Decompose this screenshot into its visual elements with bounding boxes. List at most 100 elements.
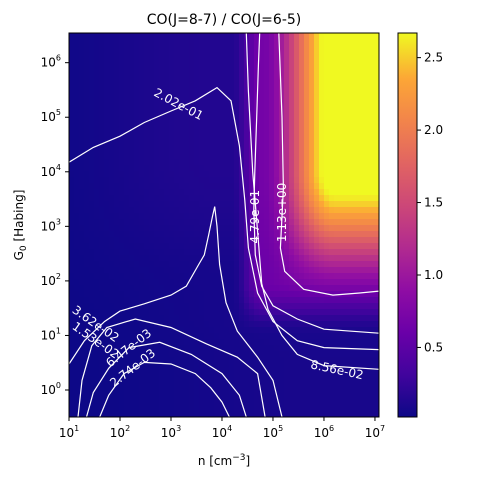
heatmap-cell [79,33,85,40]
heatmap-cell [144,33,150,40]
heatmap-cell [209,369,215,376]
heatmap-cell [199,273,205,280]
heatmap-cell [369,411,375,417]
heatmap-cell [159,153,165,160]
heatmap-cell [329,303,335,310]
heatmap-cell [314,201,320,208]
heatmap-cell [304,225,310,232]
heatmap-cell [349,255,355,262]
heatmap-cell [139,207,145,214]
heatmap-cell [284,381,290,388]
heatmap-cell [144,201,150,208]
heatmap-cell [109,135,115,142]
heatmap-cell [284,93,290,100]
heatmap-cell [149,327,155,334]
heatmap-cell [334,177,340,184]
heatmap-cell [219,309,225,316]
heatmap-cell [299,171,305,178]
heatmap-cell [119,375,125,382]
heatmap-cell [99,207,105,214]
heatmap-cell [199,141,205,148]
heatmap-cell [109,291,115,298]
heatmap-cell [324,123,330,130]
heatmap-cell [219,159,225,166]
heatmap-cell [89,123,95,130]
heatmap-cell [224,297,230,304]
heatmap-cell [304,219,310,226]
heatmap-cell [294,387,300,394]
heatmap-cell [79,333,85,340]
heatmap-cell [209,357,215,364]
heatmap-cell [274,369,280,376]
heatmap-cell [204,321,210,328]
heatmap-cell [149,315,155,322]
heatmap-cell [114,105,120,112]
heatmap-cell [224,123,230,130]
heatmap-cell [309,279,315,286]
heatmap-cell [114,285,120,292]
heatmap-cell [244,291,250,298]
heatmap-cell [369,405,375,412]
heatmap-cell [234,87,240,94]
heatmap-cell [169,333,175,340]
heatmap-cell [239,195,245,202]
heatmap-cell [354,327,360,334]
heatmap-cell [299,261,305,268]
heatmap-cell [284,201,290,208]
heatmap-cell [179,33,185,40]
heatmap-cell [94,159,100,166]
heatmap-cell [364,243,370,250]
heatmap-cell [164,357,170,364]
heatmap-cell [314,351,320,358]
heatmap-cell [349,177,355,184]
heatmap-cell [164,189,170,196]
heatmap-cell [374,369,379,376]
heatmap-cell [349,33,355,40]
heatmap-cell [144,75,150,82]
heatmap-cell [234,99,240,106]
heatmap-cell [79,309,85,316]
heatmap-cell [229,279,235,286]
heatmap-cell [79,153,85,160]
heatmap-cell [124,381,130,388]
heatmap-cell [74,339,80,346]
heatmap-cell [324,261,330,268]
heatmap-cell [329,285,335,292]
heatmap-cell [289,267,295,274]
heatmap-cell [229,69,235,76]
heatmap-cell [204,315,210,322]
heatmap-cell [99,105,105,112]
heatmap-cell [139,87,145,94]
heatmap-cell [129,255,135,262]
heatmap-cell [219,255,225,262]
heatmap-cell [219,87,225,94]
heatmap-cell [229,93,235,100]
heatmap-cell [344,411,350,417]
heatmap-cell [179,147,185,154]
heatmap-cell [354,159,360,166]
heatmap-cell [124,405,130,412]
heatmap-cell [334,87,340,94]
heatmap-cell [74,159,80,166]
heatmap-cell [264,411,270,417]
heatmap-cell [119,69,125,76]
heatmap-cell [184,171,190,178]
heatmap-cell [234,243,240,250]
heatmap-cell [139,33,145,40]
heatmap-cell [369,249,375,256]
heatmap-cell [229,231,235,238]
heatmap-cell [374,333,379,340]
heatmap-cell [79,129,85,136]
heatmap-cell [234,303,240,310]
heatmap-cell [194,69,200,76]
heatmap-cell [369,99,375,106]
heatmap-cell [109,153,115,160]
heatmap-cell [279,267,285,274]
heatmap-cell [359,333,365,340]
heatmap-cell [189,183,195,190]
heatmap-cell [259,63,265,70]
heatmap-cell [254,315,260,322]
heatmap-cell [99,303,105,310]
heatmap-cell [69,297,75,304]
heatmap-cell [154,147,160,154]
